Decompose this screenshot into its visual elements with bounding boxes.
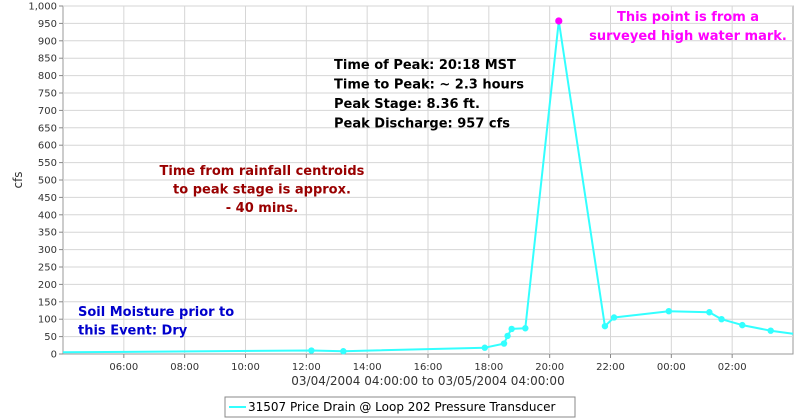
annotation-peak-info-line: Peak Discharge: 957 cfs <box>334 117 510 132</box>
y-tick-label: 950 <box>38 19 57 30</box>
annotation-peak-info-line: Time of Peak: 20:18 MST <box>334 58 516 73</box>
x-tick-label: 20:00 <box>535 362 564 373</box>
y-tick-label: 1,000 <box>28 2 57 13</box>
annotation-rainfall-line: Time from rainfall centroids <box>160 164 365 179</box>
y-tick-label: 100 <box>38 315 57 326</box>
y-tick-label: 550 <box>38 158 57 169</box>
annotation-peak-info-line: Time to Peak: ~ 2.3 hours <box>334 78 524 93</box>
x-axis-title: 03/04/2004 04:00:00 to 03/05/2004 04:00:… <box>291 374 564 388</box>
annotation-rainfall-line: - 40 mins. <box>226 201 298 216</box>
y-tick-label: 700 <box>38 106 57 117</box>
data-point <box>665 307 672 315</box>
y-tick-label: 600 <box>38 141 57 152</box>
annotation-soil-line: this Event: Dry <box>78 324 188 339</box>
y-tick-label: 450 <box>38 193 57 204</box>
x-tick-label: 22:00 <box>596 362 625 373</box>
x-tick-label: 12:00 <box>292 362 321 373</box>
data-point <box>500 340 508 347</box>
annotation-rainfall-line: to peak stage is approx. <box>173 183 351 198</box>
data-point <box>508 325 515 333</box>
y-tick-label: 300 <box>38 245 57 256</box>
legend-label: 31507 Price Drain @ Loop 202 Pressure Tr… <box>248 400 555 414</box>
annotation-high-water-line: This point is from a <box>617 10 759 25</box>
legend-box <box>224 396 576 418</box>
y-tick-label: 50 <box>44 332 57 343</box>
data-point <box>610 314 618 321</box>
legend: 31507 Price Drain @ Loop 202 Pressure Tr… <box>224 396 576 418</box>
annotation-soil-line: Soil Moisture prior to <box>78 305 234 320</box>
data-point <box>481 344 488 351</box>
data-point <box>308 347 315 354</box>
annotation-high-water-line: surveyed high water mark. <box>589 29 787 44</box>
y-tick-label: 800 <box>38 71 57 82</box>
y-tick-label: 850 <box>38 54 57 65</box>
x-tick-label: 10:00 <box>231 362 260 373</box>
x-tick-label: 06:00 <box>109 362 138 373</box>
y-axis-title: cfs <box>11 171 25 188</box>
y-tick-label: 350 <box>38 228 57 239</box>
y-tick-label: 250 <box>38 263 57 274</box>
y-tick-label: 500 <box>38 176 57 187</box>
annotation-peak-info-line: Peak Stage: 8.36 ft. <box>334 97 480 112</box>
y-tick-label: 650 <box>38 123 57 134</box>
y-tick-label: 900 <box>38 36 57 47</box>
x-tick-label: 16:00 <box>414 362 443 373</box>
peak-point-marker <box>555 17 563 25</box>
data-point <box>340 348 347 355</box>
x-tick-label: 14:00 <box>353 362 382 373</box>
x-tick-label: 02:00 <box>718 362 747 373</box>
data-point <box>522 325 529 332</box>
data-point <box>504 332 511 340</box>
data-point <box>601 322 609 330</box>
x-tick-label: 08:00 <box>170 362 199 373</box>
data-point <box>718 316 725 323</box>
plot-area: 0 50 100 150 200 250 300 350 400 450 500 550 600 650 7… <box>28 2 794 373</box>
y-tick-label: 0 <box>51 350 57 361</box>
y-tick-label: 400 <box>38 210 57 221</box>
data-point <box>739 321 746 329</box>
x-tick-label: 00:00 <box>657 362 686 373</box>
x-tick-label: 18:00 <box>474 362 503 373</box>
y-tick-label: 200 <box>38 280 57 291</box>
y-tick-label: 750 <box>38 89 57 100</box>
data-point <box>706 309 713 316</box>
y-tick-label: 150 <box>38 297 57 308</box>
data-point <box>767 327 774 334</box>
